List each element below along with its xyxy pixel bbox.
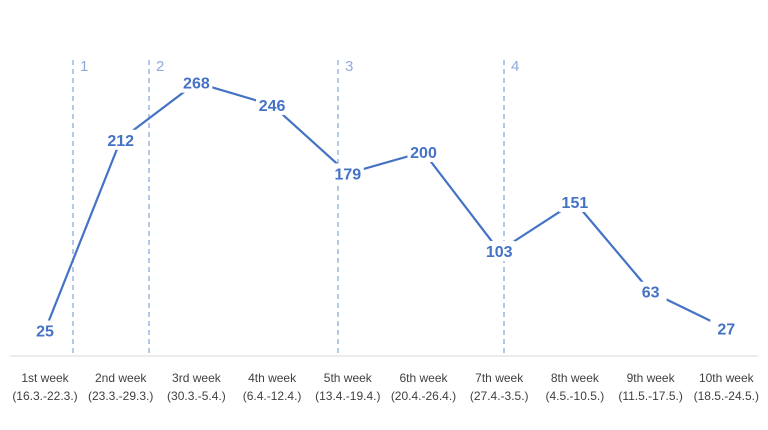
- x-tick-date-range: (16.3.-22.3.): [12, 389, 77, 403]
- x-tick-date-range: (4.5.-10.5.): [546, 389, 605, 403]
- x-tick-date-range: (13.4.-19.4.): [315, 389, 380, 403]
- data-label: 212: [107, 133, 134, 150]
- series-segment: [271, 103, 349, 175]
- x-tick-label: 5th week (13.4.-19.4.): [315, 371, 380, 403]
- x-tick-label: 1st week (16.3.-22.3.): [12, 371, 77, 403]
- x-tick-date-range: (18.5.-24.5.): [694, 389, 759, 403]
- phase-markers: 1 2 3 4: [72, 58, 519, 354]
- data-labels: 25 212 268 246 179 200 103 151 63 27: [29, 72, 743, 341]
- x-tick-label: 2nd week (23.3.-29.3.): [88, 371, 153, 403]
- x-tick-label: 8th week (4.5.-10.5.): [546, 371, 605, 403]
- x-tick-week: 2nd week: [95, 371, 147, 385]
- data-label: 25: [36, 324, 54, 341]
- x-tick-label: 7th week (27.4.-3.5.): [470, 371, 529, 403]
- series-segment: [43, 138, 122, 332]
- x-tick-week: 9th week: [627, 371, 676, 385]
- data-label-background: [407, 142, 440, 162]
- phase-marker-label-4: 4: [511, 58, 519, 75]
- data-label: 246: [259, 98, 286, 115]
- x-tick-label: 4th week (6.4.-12.4.): [243, 371, 302, 403]
- data-label: 200: [410, 145, 437, 162]
- data-label-background: [29, 320, 61, 341]
- data-label-background: [180, 72, 213, 93]
- x-tick-label: 9th week (11.5.-17.5.): [618, 371, 682, 403]
- x-tick-week: 4th week: [248, 371, 297, 385]
- data-label-background: [331, 163, 364, 184]
- series-segment: [422, 150, 501, 253]
- data-label-background: [634, 281, 667, 302]
- x-tick-week: 3rd week: [172, 371, 222, 385]
- x-tick-date-range: (23.3.-29.3.): [88, 389, 153, 403]
- data-label: 63: [642, 285, 660, 302]
- phase-marker-label-2: 2: [156, 58, 164, 75]
- x-tick-week: 8th week: [551, 371, 600, 385]
- data-label: 103: [486, 244, 513, 261]
- data-label-background: [558, 191, 591, 212]
- data-label: 179: [334, 166, 361, 183]
- x-tick-date-range: (6.4.-12.4.): [243, 389, 302, 403]
- data-label: 27: [717, 321, 735, 338]
- data-label-background: [256, 95, 289, 116]
- x-tick-week: 6th week: [399, 371, 448, 385]
- x-tick-week: 10th week: [699, 371, 755, 385]
- x-tick-labels: 1st week (16.3.-22.3.) 2nd week (23.3.-29.3…: [12, 371, 759, 403]
- data-label: 151: [562, 195, 589, 212]
- x-tick-week: 7th week: [475, 371, 524, 385]
- x-tick-label: 3rd week (30.3.-5.4.): [167, 371, 226, 403]
- x-tick-week: 5th week: [324, 371, 373, 385]
- x-tick-label: 6th week (20.4.-26.4.): [391, 371, 456, 403]
- x-tick-date-range: (30.3.-5.4.): [167, 389, 226, 403]
- data-label-background: [104, 129, 137, 150]
- x-tick-date-range: (20.4.-26.4.): [391, 389, 456, 403]
- x-tick-label: 10th week (18.5.-24.5.): [694, 371, 759, 403]
- x-tick-date-range: (27.4.-3.5.): [470, 389, 529, 403]
- phase-marker-label-3: 3: [345, 58, 353, 75]
- data-label: 268: [183, 76, 210, 93]
- data-label-background: [710, 318, 743, 339]
- phase-marker-label-1: 1: [80, 58, 88, 75]
- series-segment: [573, 200, 652, 293]
- series-line-layer: [43, 81, 728, 332]
- x-tick-week: 1st week: [21, 371, 69, 385]
- data-label-background: [483, 240, 516, 261]
- x-tick-date-range: (11.5.-17.5.): [618, 389, 682, 403]
